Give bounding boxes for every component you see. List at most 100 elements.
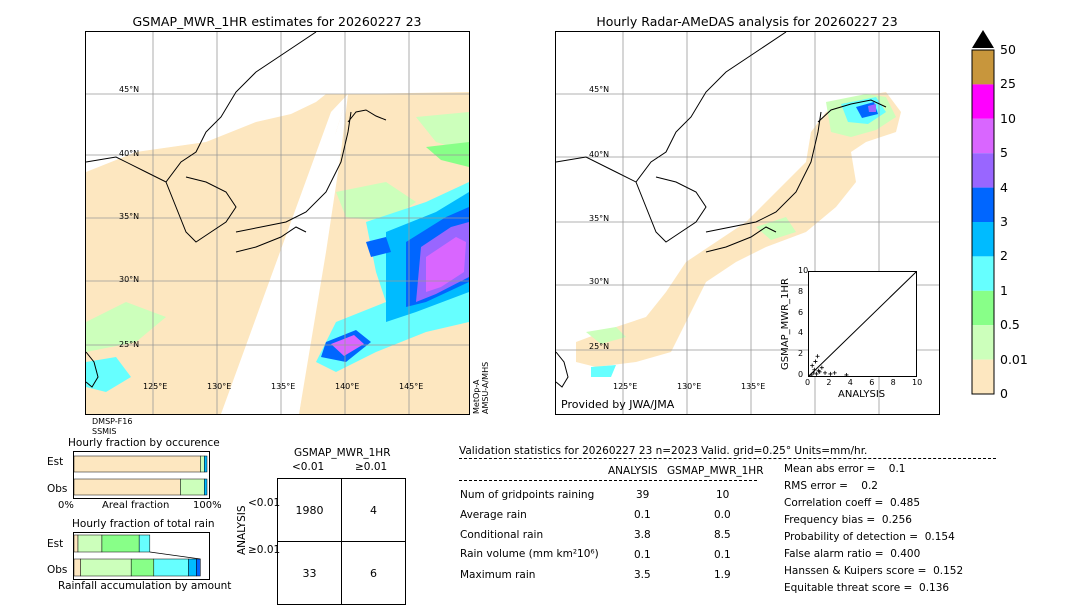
- total-rain-bar-segment: [73, 558, 81, 577]
- scatter-point: [814, 371, 819, 376]
- colorbar-segment: [972, 359, 994, 394]
- total-rain-bar-segment: [77, 534, 103, 553]
- scatter-point: [810, 363, 815, 368]
- contingency-side: ANALYSIS: [236, 505, 248, 555]
- validation-row-label: Num of gridpoints raining: [460, 489, 595, 501]
- colorbar-tick-label: 5: [1000, 145, 1008, 161]
- scatter-xlabel: ANALYSIS: [838, 389, 886, 400]
- scatter-ylabel: GSMAP_MWR_1HR: [780, 278, 791, 370]
- occurrence-bar-segment: [73, 478, 181, 496]
- colorbar-segment: [972, 118, 994, 154]
- scatter-point: [828, 371, 833, 376]
- occurrence-title: Hourly fraction by occurence: [68, 437, 220, 449]
- scatter-xtick: 10: [912, 378, 923, 387]
- provided-by-label: Provided by JWA/JMA: [561, 398, 675, 411]
- scatter-point: [811, 370, 816, 375]
- total-rain-obs-label: Obs: [47, 564, 68, 576]
- colorbar-tick-label: 1: [1000, 282, 1008, 298]
- colorbar: [971, 30, 995, 414]
- scatter-ytick: 6: [798, 307, 804, 317]
- lat-label-45: 45°N: [589, 85, 610, 94]
- scatter-ytick: 8: [798, 286, 804, 296]
- occurrence-axis-left: 0%: [58, 500, 74, 511]
- colorbar-extend-arrow: [972, 30, 994, 48]
- total-rain-bar-segment: [188, 558, 197, 577]
- contingency-row2: ≥0.01: [248, 544, 281, 556]
- validation-row-gsmap: 1.9: [714, 569, 731, 581]
- score-hk: Hanssen & Kuipers score = 0.152: [784, 565, 964, 577]
- lat-label-35: 35°N: [589, 214, 610, 223]
- scatter-point: [812, 367, 817, 372]
- validation-row-label: Maximum rain: [460, 569, 536, 581]
- left-map-title: GSMAP_MWR_1HR estimates for 20260227 23: [132, 14, 422, 29]
- scatter-xtick: 6: [869, 378, 875, 387]
- colorbar-tick-label: 4: [1000, 179, 1008, 195]
- score-pod: Probability of detection = 0.154: [784, 531, 955, 543]
- contingency-col1: <0.01: [292, 461, 325, 473]
- right-map: 45°N 40°N 35°N 30°N 25°N 125°E 130°E 135…: [555, 31, 940, 415]
- validation-row-label: Conditional rain: [460, 529, 544, 541]
- lon-label-140: 140°E: [335, 382, 360, 391]
- score-ets: Equitable threat score = 0.136: [784, 582, 950, 594]
- lon-label-130: 130°E: [677, 382, 702, 391]
- contingency-col2: ≥0.01: [355, 461, 388, 473]
- contingency-table: 1980 4 33 6: [277, 478, 406, 605]
- total-rain-bar-segment: [138, 534, 151, 553]
- scatter-ytick: 2: [798, 349, 804, 359]
- lat-label-35: 35°N: [119, 212, 140, 221]
- score-mae: Mean abs error = 0.1: [784, 463, 906, 475]
- validation-row-analysis: 0.1: [634, 509, 651, 521]
- total-rain-est-label: Est: [47, 538, 64, 550]
- lat-label-45: 45°N: [119, 85, 140, 94]
- contingency-cell-c: 33: [277, 541, 342, 605]
- total-rain-bar-segment: [73, 534, 79, 553]
- score-rmse: RMS error = 0.2: [784, 480, 878, 492]
- score-far: False alarm ratio = 0.400: [784, 548, 921, 560]
- total-rain-bar-segment: [80, 558, 132, 577]
- colorbar-tick-label: 0: [1000, 386, 1008, 401]
- colorbar-segment: [972, 187, 994, 222]
- lon-label-135: 135°E: [741, 382, 766, 391]
- score-corr: Correlation coeff = 0.485: [784, 497, 920, 509]
- lon-label-130: 130°E: [207, 382, 232, 391]
- lat-label-40: 40°N: [119, 149, 140, 158]
- occurrence-axis-right: 100%: [193, 500, 222, 511]
- validation-row-analysis: 0.1: [634, 549, 651, 561]
- lat-label-25: 25°N: [119, 340, 140, 349]
- total-rain-bar-segment: [196, 558, 201, 577]
- occurrence-bar-segment: [180, 478, 205, 496]
- occurrence-bar-segment: [204, 455, 208, 473]
- colorbar-segment: [972, 256, 994, 291]
- contingency-cell-a: 1980: [277, 478, 342, 542]
- scatter-xtick: 0: [805, 378, 811, 387]
- occurrence-axis-mid: Areal fraction: [102, 500, 170, 511]
- scatter-point: [813, 359, 818, 364]
- occurrence-obs-label: Obs: [47, 483, 68, 495]
- validation-row-analysis: 3.5: [634, 569, 651, 581]
- total-rain-connector: [149, 551, 201, 560]
- validation-row-gsmap: 0.1: [714, 549, 731, 561]
- scatter-ytick: 0: [798, 370, 804, 379]
- lat-label-40: 40°N: [589, 150, 610, 159]
- lat-label-30: 30°N: [119, 275, 140, 284]
- occurrence-est-label: Est: [47, 456, 64, 468]
- contingency-row1: <0.01: [248, 497, 281, 509]
- scatter-point: [844, 372, 849, 377]
- validation-header: Validation statistics for 20260227 23 n=…: [459, 445, 868, 457]
- scatter-point: [819, 365, 824, 370]
- occurrence-chart: [73, 451, 210, 499]
- total-rain-title: Hourly fraction of total rain: [72, 518, 215, 530]
- contingency-cell-d: 6: [341, 541, 406, 605]
- colorbar-segment: [972, 290, 994, 326]
- total-rain-footer: Rainfall accumulation by amount: [58, 580, 232, 592]
- satellite-side-label: MetOp-A AMSU-A/MHS: [472, 361, 490, 414]
- lat-label-30: 30°N: [589, 277, 610, 286]
- scatter-point: [815, 354, 820, 359]
- validation-col-analysis: ANALYSIS: [608, 465, 658, 477]
- left-map: 45°N 40°N 35°N 30°N 25°N 125°E 130°E 135…: [85, 31, 470, 415]
- satellite-footnote-1: DMSP-F16: [92, 417, 133, 426]
- scatter-xtick: 4: [847, 378, 853, 387]
- validation-col-gsmap: GSMAP_MWR_1HR: [667, 465, 764, 477]
- scatter-ytick: 4: [798, 328, 804, 338]
- colorbar-tick-label: 0.01: [1000, 351, 1028, 367]
